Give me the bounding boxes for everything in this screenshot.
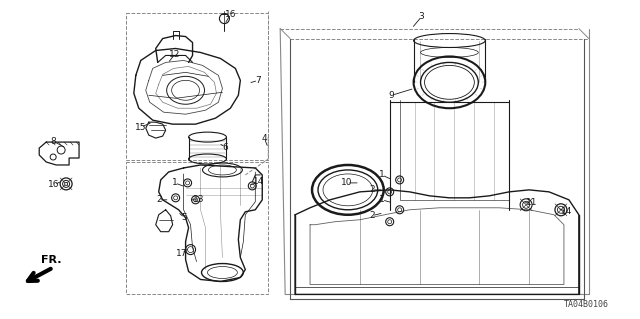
Text: 5: 5 — [182, 213, 188, 222]
Bar — [126, 162, 268, 294]
Text: 11: 11 — [526, 198, 538, 207]
Text: 14: 14 — [561, 207, 573, 216]
Text: 6: 6 — [223, 143, 228, 152]
Text: 16: 16 — [49, 180, 60, 189]
Text: 3: 3 — [419, 12, 424, 21]
Text: 1: 1 — [172, 178, 177, 187]
Text: 15: 15 — [135, 122, 147, 132]
Text: FR.: FR. — [41, 255, 61, 264]
Text: 16: 16 — [225, 10, 236, 19]
Text: 1: 1 — [379, 195, 385, 204]
Text: TA04B0106: TA04B0106 — [564, 300, 609, 309]
Text: 2: 2 — [156, 195, 161, 204]
Text: 13: 13 — [193, 195, 204, 204]
Text: 2: 2 — [369, 185, 374, 194]
Text: 17: 17 — [176, 249, 188, 258]
Text: 4: 4 — [261, 134, 267, 143]
Text: 2: 2 — [369, 211, 374, 220]
Text: 7: 7 — [255, 76, 261, 85]
Text: 10: 10 — [341, 178, 353, 187]
Text: 12: 12 — [169, 50, 180, 59]
Circle shape — [65, 182, 68, 185]
Text: 14: 14 — [253, 177, 264, 186]
Text: 9: 9 — [389, 91, 395, 100]
Text: 8: 8 — [51, 137, 56, 145]
Bar — [126, 13, 268, 160]
Text: 1: 1 — [379, 170, 385, 179]
